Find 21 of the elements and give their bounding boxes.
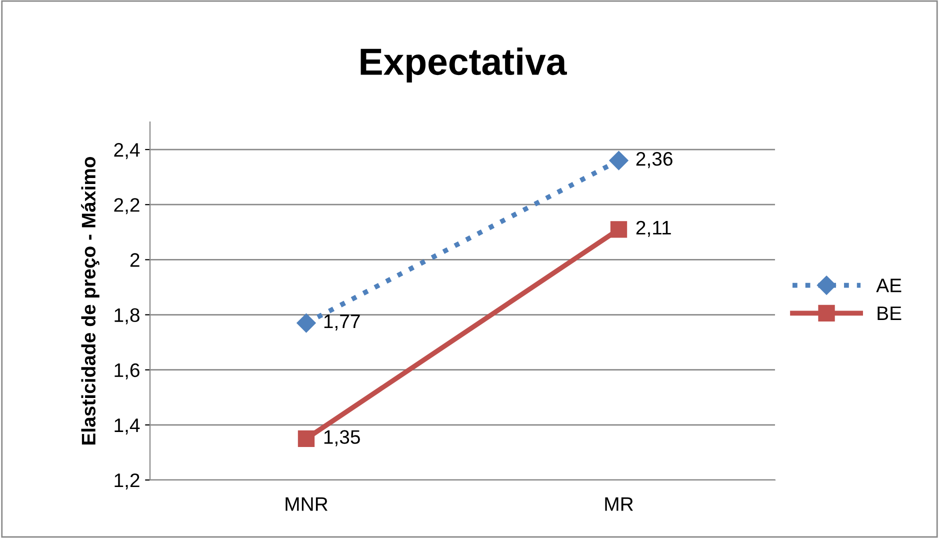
y-tick-label: 1,4 [114,418,140,434]
legend-label: BE [878,306,902,320]
y-tick-label: 1,2 [114,473,140,490]
legend-label: AE [876,278,902,292]
data-label: 1,77 [324,314,360,331]
y-axis-title: Elasticidade de preço - Máximo [81,156,100,444]
y-tick-label: 1,8 [114,308,140,324]
point [296,313,316,333]
data-label: 2,36 [636,152,672,168]
x-tick-label: MR [605,497,633,511]
y-tick-label: 2,4 [114,143,140,160]
x-tick-label: MNR [286,497,328,511]
point [298,430,315,448]
data-label: 2,11 [636,220,671,237]
point [609,151,628,170]
chart-title: Expectativa [360,48,567,82]
y-tick-label: 2 [130,253,140,267]
data-label: 1,35 [324,430,360,446]
y-tick-label: 2,2 [114,198,140,214]
y-tick-label: 1,6 [114,363,140,380]
point [610,221,628,238]
